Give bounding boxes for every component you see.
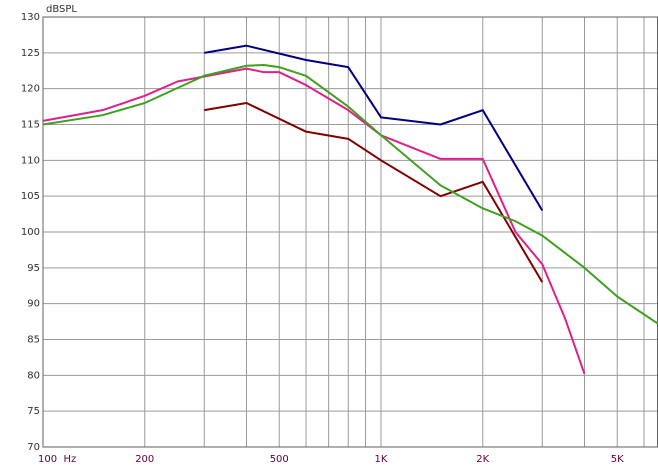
y-tick-label: 120 (21, 84, 40, 95)
y-tick-label: 85 (27, 335, 40, 346)
y-tick-label: 125 (21, 48, 40, 59)
series-line (204, 44, 544, 212)
x-tick-label: 200 (135, 454, 154, 465)
y-tick-label: 110 (21, 155, 40, 166)
y-tick-label: 100 (21, 227, 40, 238)
x-tick-label: 1K (375, 454, 388, 465)
y-tick-label: 80 (27, 370, 40, 381)
y-tick-label: 105 (21, 191, 40, 202)
x-tick-label: 5K (611, 454, 624, 465)
series-line (42, 64, 658, 325)
y-tick-label: 90 (27, 299, 40, 310)
series-line (42, 67, 586, 375)
y-tick-label: 95 (27, 263, 40, 274)
y-tick-label: 70 (27, 442, 40, 453)
x-tick-label: 100 Hz (38, 454, 76, 465)
x-tick-label: 500 (270, 454, 289, 465)
y-tick-label: 115 (21, 120, 40, 131)
y-tick-label: 130 (21, 12, 40, 23)
y-axis-label: dBSPL (46, 4, 77, 15)
series-line (204, 102, 544, 283)
y-tick-label: 75 (27, 406, 40, 417)
x-tick-label: 2K (476, 454, 489, 465)
